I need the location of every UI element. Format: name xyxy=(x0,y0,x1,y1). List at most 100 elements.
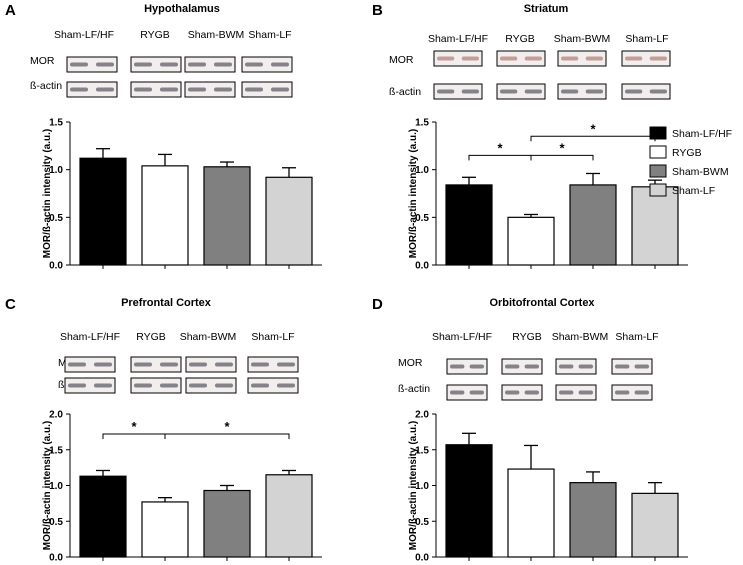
blot-band-actin xyxy=(555,384,597,401)
blot-header-label: Sham-LF/HF xyxy=(432,331,492,343)
blot-lane xyxy=(188,62,206,67)
blot-lane xyxy=(96,87,114,92)
blot-lane xyxy=(615,390,630,395)
panel-a: A Hypothalamus Sham-LF/HF RYGB Sham-BWM Sham-… xyxy=(5,2,322,272)
blot-lane xyxy=(189,362,207,367)
blot-band-actin xyxy=(433,83,483,100)
y-tick-label: 0.5 xyxy=(49,517,63,528)
blot-band-actin xyxy=(185,377,237,394)
blot-lane xyxy=(271,62,289,67)
blot-lane xyxy=(450,390,465,395)
significance-bracket: * xyxy=(164,419,290,440)
blot-band-mor xyxy=(433,50,483,67)
blot-band-mor xyxy=(446,358,488,375)
panel-title: Prefrontal Cortex xyxy=(121,297,212,309)
significance-star: * xyxy=(590,121,596,136)
blot-lane xyxy=(245,62,263,67)
significance-bracket: * xyxy=(102,419,166,440)
blot-lane xyxy=(524,89,542,94)
panel-title: Orbitofrontal Cortex xyxy=(489,297,595,309)
blot-lane xyxy=(214,87,232,92)
y-tick-label: 0.0 xyxy=(49,261,63,272)
blot-lane xyxy=(160,383,178,388)
blot-row-label-mor: MOR xyxy=(398,357,423,369)
blot-lane xyxy=(214,62,232,67)
blot-row-label-actin: ß-actin xyxy=(30,80,62,92)
y-axis-label: MOR/ß-actin intensity (a.u.) xyxy=(408,129,419,258)
legend-label: Sham-BWM xyxy=(672,166,729,178)
legend-label: Sham-LF xyxy=(672,185,715,197)
blot-lane xyxy=(215,383,233,388)
y-tick-label: 1.5 xyxy=(49,118,63,129)
blot-lane xyxy=(160,362,178,367)
bar-4 xyxy=(631,492,679,558)
blot-band-actin xyxy=(247,377,299,394)
significance-star: * xyxy=(131,419,137,434)
blot-band-actin xyxy=(66,81,118,98)
blot-lane xyxy=(559,390,574,395)
y-tick-label: 2.0 xyxy=(49,410,63,421)
bar-1 xyxy=(445,444,493,558)
blot-lane xyxy=(134,362,152,367)
blot-lane xyxy=(68,383,86,388)
blot-lane xyxy=(505,364,520,369)
y-tick-label: 0.0 xyxy=(415,261,429,272)
blot-lane xyxy=(524,56,542,61)
blot-header-label: Sham-LF xyxy=(251,331,294,343)
blot-lane xyxy=(94,383,112,388)
blot-lane xyxy=(469,364,484,369)
bar-2 xyxy=(141,165,189,266)
blot-lane xyxy=(634,364,649,369)
blot-header-label: RYGB xyxy=(136,331,166,343)
blot-band-mor xyxy=(64,356,116,373)
panel-letter: D xyxy=(372,296,383,313)
y-tick-label: 0.0 xyxy=(415,553,429,564)
blot-lane xyxy=(649,56,667,61)
bar-4 xyxy=(265,176,313,266)
panel-letter: A xyxy=(5,2,16,19)
blot-lane xyxy=(634,390,649,395)
bar-3 xyxy=(203,166,251,266)
bar-2 xyxy=(507,468,555,558)
blot-lane xyxy=(450,364,465,369)
bracket-line xyxy=(530,154,594,161)
panel-letter: B xyxy=(372,2,383,19)
blot-header-label: Sham-LF xyxy=(615,331,658,343)
blot-band-mor xyxy=(247,356,299,373)
y-tick-label: 0.5 xyxy=(415,213,429,224)
y-tick-label: 2.0 xyxy=(415,410,429,421)
blot-lane xyxy=(561,89,579,94)
blot-lane xyxy=(134,383,152,388)
blot-lane xyxy=(70,87,88,92)
blot-band-mor xyxy=(130,356,182,373)
blot-lane xyxy=(96,62,114,67)
blot-band-mor xyxy=(501,358,543,375)
blot-lane xyxy=(277,383,295,388)
blot-lane xyxy=(559,364,574,369)
bracket-line xyxy=(530,135,656,142)
blot-lane xyxy=(215,362,233,367)
blot-row-label-mor: MOR xyxy=(389,54,414,66)
blot-band-mor xyxy=(66,56,118,73)
blot-header-label: Sham-LF xyxy=(625,33,668,45)
significance-star: * xyxy=(224,419,230,434)
blot-lane xyxy=(188,87,206,92)
blot-lane xyxy=(469,390,484,395)
blot-band-actin xyxy=(496,83,546,100)
panel-title: Striatum xyxy=(524,3,569,15)
blot-band-actin xyxy=(557,83,607,100)
blot-header-label: Sham-LF/HF xyxy=(54,29,114,41)
blot-band-actin xyxy=(184,81,236,98)
legend-swatch xyxy=(649,126,667,140)
blot-lane xyxy=(245,87,263,92)
blot-lane xyxy=(578,364,593,369)
blot-band-actin xyxy=(130,377,182,394)
blot-lane xyxy=(437,56,455,61)
blot-lane xyxy=(461,56,479,61)
bracket-line xyxy=(468,154,532,161)
blot-row-label-actin: ß-actin xyxy=(389,86,421,98)
blot-header-label: Sham-BWM xyxy=(554,33,611,45)
blot-lane xyxy=(615,364,630,369)
bar-2 xyxy=(141,501,189,558)
blot-lane xyxy=(160,87,178,92)
